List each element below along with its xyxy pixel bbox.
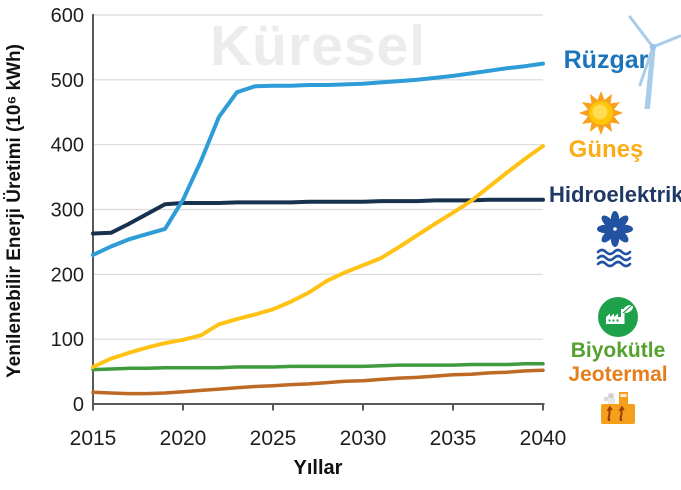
y-tick-label: 600 xyxy=(51,5,84,27)
line-biomass xyxy=(91,362,545,372)
y-tick-label: 400 xyxy=(51,135,84,157)
line-geothermal xyxy=(91,368,545,396)
y-tick-label: 500 xyxy=(51,70,84,92)
x-tick-label: 2030 xyxy=(340,427,387,450)
watermark-text: Küresel xyxy=(209,14,427,78)
y-tick-label: 200 xyxy=(51,264,84,286)
x-tick-label: 2025 xyxy=(250,427,297,450)
y-tick-label: 300 xyxy=(51,200,84,222)
x-tick-label: 2040 xyxy=(520,427,567,450)
x-axis-title: Yıllar xyxy=(293,457,343,479)
y-axis-title: Yenilenebilir Enerji Üretimi (10⁶ kWh) xyxy=(4,44,25,378)
line-wind xyxy=(91,61,545,257)
y-tick-label: 0 xyxy=(73,394,84,416)
x-tick-label: 2015 xyxy=(70,427,117,450)
x-tick-label: 2020 xyxy=(160,427,207,450)
line-hydro xyxy=(91,197,545,236)
line-solar xyxy=(91,144,545,369)
x-tick-label: 2035 xyxy=(430,427,477,450)
y-tick-label: 100 xyxy=(51,329,84,351)
